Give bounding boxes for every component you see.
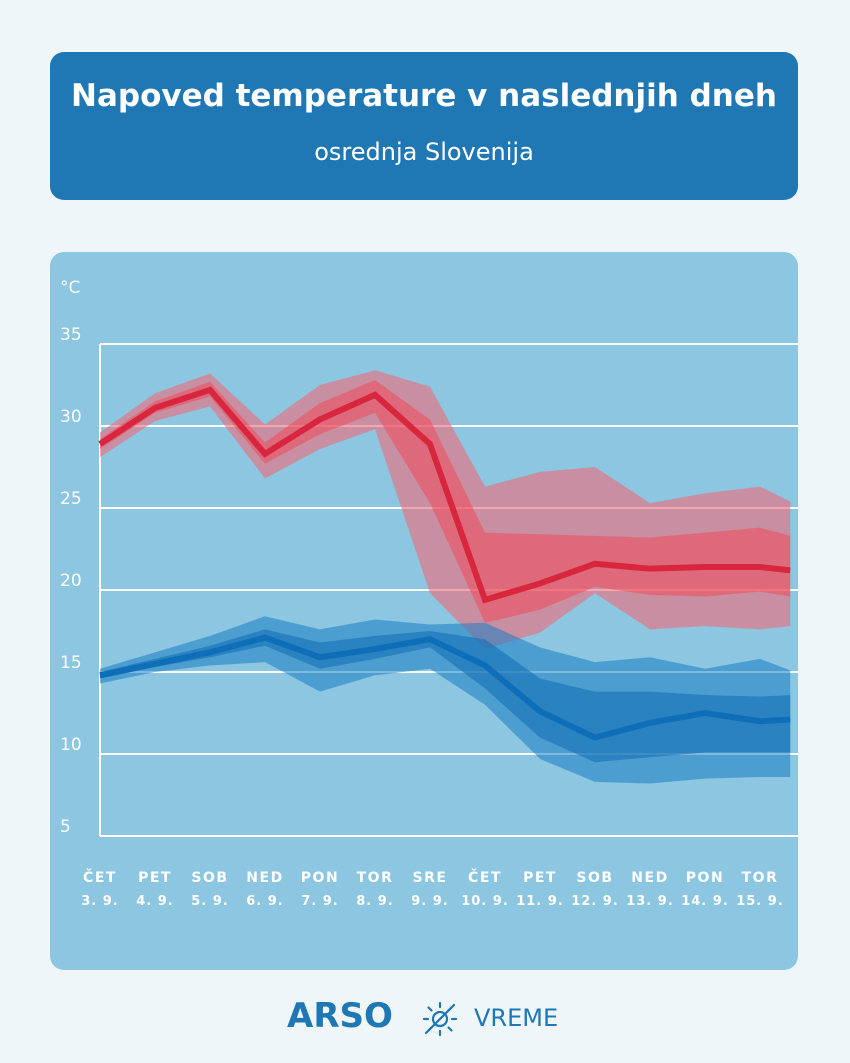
x-tick-day-label: PET — [523, 870, 557, 886]
x-tick-day-label: SRE — [413, 870, 448, 886]
x-tick-date-label: 10. 9. — [461, 894, 509, 909]
y-tick-label: 5 — [60, 817, 71, 837]
x-tick-date-label: 3. 9. — [81, 894, 119, 909]
x-tick-day-label: ČET — [83, 868, 117, 886]
y-tick-label: 30 — [60, 407, 82, 427]
x-tick-date-label: 12. 9. — [571, 894, 619, 909]
max-temp-inner-band — [100, 380, 791, 623]
x-tick-day-label: PON — [686, 870, 724, 886]
y-tick-label: 35 — [60, 325, 82, 345]
x-tick-date-label: 13. 9. — [626, 894, 674, 909]
x-tick-date-label: 14. 9. — [681, 894, 729, 909]
vreme-label: VREME — [474, 1004, 559, 1032]
x-tick-day-label: NED — [631, 870, 668, 886]
temperature-chart: 5 10 15 20 25 30 35 ČET 3. 9. PET 4. 9. SOB 5. 9. NED… — [60, 325, 798, 909]
y-tick-label: 25 — [60, 489, 82, 509]
chart-panel: °C 5 10 15 20 25 30 35 ČET 3. 9. PET 4. 9. SOB 5. 9.… — [50, 252, 798, 970]
y-tick-label: 10 — [60, 735, 82, 755]
x-tick-day-label: PON — [301, 870, 339, 886]
x-tick-day-label: ČET — [468, 868, 502, 886]
x-tick-date-label: 15. 9. — [736, 894, 784, 909]
chart-subtitle: osrednja Slovenija — [314, 138, 534, 166]
y-tick-label: 20 — [60, 571, 82, 591]
arso-logo: ARSO — [287, 996, 393, 1036]
min-temp-line — [99, 634, 791, 741]
x-tick-date-label: 4. 9. — [136, 894, 174, 909]
sun-icon — [422, 1001, 458, 1037]
x-tick-date-label: 7. 9. — [301, 894, 339, 909]
x-tick-day-label: TOR — [357, 870, 394, 886]
footer: ARSO VREME — [0, 990, 850, 1050]
chart-title: Napoved temperature v naslednjih dneh — [71, 78, 777, 114]
x-tick-date-label: 11. 9. — [516, 894, 564, 909]
x-tick-date-label: 8. 9. — [356, 894, 394, 909]
x-tick-day-label: PET — [138, 870, 172, 886]
x-tick-day-label: NED — [246, 870, 283, 886]
x-tick-day-label: TOR — [742, 870, 779, 886]
y-unit-label: °C — [60, 278, 81, 298]
header-banner: Napoved temperature v naslednjih dneh os… — [50, 52, 798, 200]
x-tick-date-label: 6. 9. — [246, 894, 284, 909]
x-tick-day-label: SOB — [576, 870, 613, 886]
max-temp-line — [98, 386, 791, 604]
x-tick-date-label: 9. 9. — [411, 894, 449, 909]
y-tick-label: 15 — [60, 653, 82, 673]
x-tick-date-label: 5. 9. — [191, 894, 229, 909]
x-tick-day-label: SOB — [191, 870, 228, 886]
